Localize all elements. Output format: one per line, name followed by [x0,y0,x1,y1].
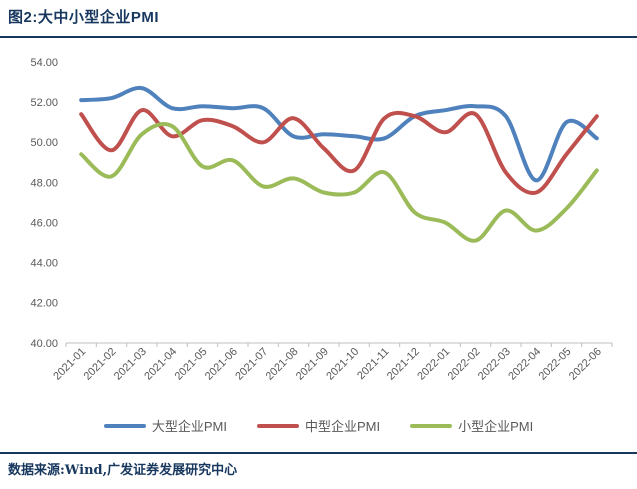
x-tick-label: 2022-01 [415,346,452,383]
y-tick-label: 40.00 [30,338,58,350]
y-tick-label: 48.00 [30,177,58,189]
x-tick-label: 2021-12 [385,346,422,383]
x-tick-label: 2021-06 [203,346,240,383]
legend-label: 中型企业PMI [304,419,381,434]
x-tick-label: 2022-03 [476,346,513,383]
pmi-line-chart: 40.00 42.00 44.00 46.00 48.00 50.00 52.00 54.00… [30,57,613,383]
x-tick-label: 2021-09 [294,346,331,383]
chart-legend: 大型企业PMI 中型企业PMI 小型企业PMI [0,416,637,435]
line-series-0 [79,85,599,183]
x-tick-label: 2021-02 [82,346,119,383]
legend-item-1: 中型企业PMI [256,416,381,435]
x-tick-label: 2021-10 [324,346,361,383]
x-tick-label: 2021-08 [264,346,301,383]
y-tick-label: 42.00 [30,298,58,310]
y-tick-label: 44.00 [30,258,58,270]
legend-line-swatch [410,423,453,428]
x-tick-label: 2021-04 [142,346,179,383]
x-tick-label: 2021-05 [173,346,210,383]
footer-divider [0,452,637,454]
legend-item-0: 大型企业PMI [103,416,227,435]
line-series-1 [79,108,599,196]
x-tick-label: 2021-07 [233,346,270,383]
x-tick-label: 2022-04 [506,346,543,383]
legend-line-swatch [103,423,146,428]
y-tick-label: 54.00 [30,57,58,69]
legend-item-2: 小型企业PMI [410,416,533,435]
legend-label: 小型企业PMI [458,419,534,434]
x-tick-label: 2021-03 [112,346,149,383]
y-tick-label: 52.00 [30,97,58,109]
x-tick-label: 2021-01 [51,346,88,383]
header-divider [0,36,637,38]
legend-line-swatch [256,423,299,428]
figure-title: 图2:大中小型企业PMI [8,9,160,26]
line-series-2 [79,122,599,243]
legend-label: 大型企业PMI [151,419,227,434]
x-tick-label: 2022-05 [537,346,574,383]
y-tick-label: 50.00 [30,137,58,149]
data-source: 数据来源:Wind,广发证券发展研究中心 [8,463,238,478]
x-tick-label: 2022-06 [567,346,604,383]
y-tick-label: 46.00 [30,217,58,229]
x-tick-label: 2022-02 [446,346,483,383]
